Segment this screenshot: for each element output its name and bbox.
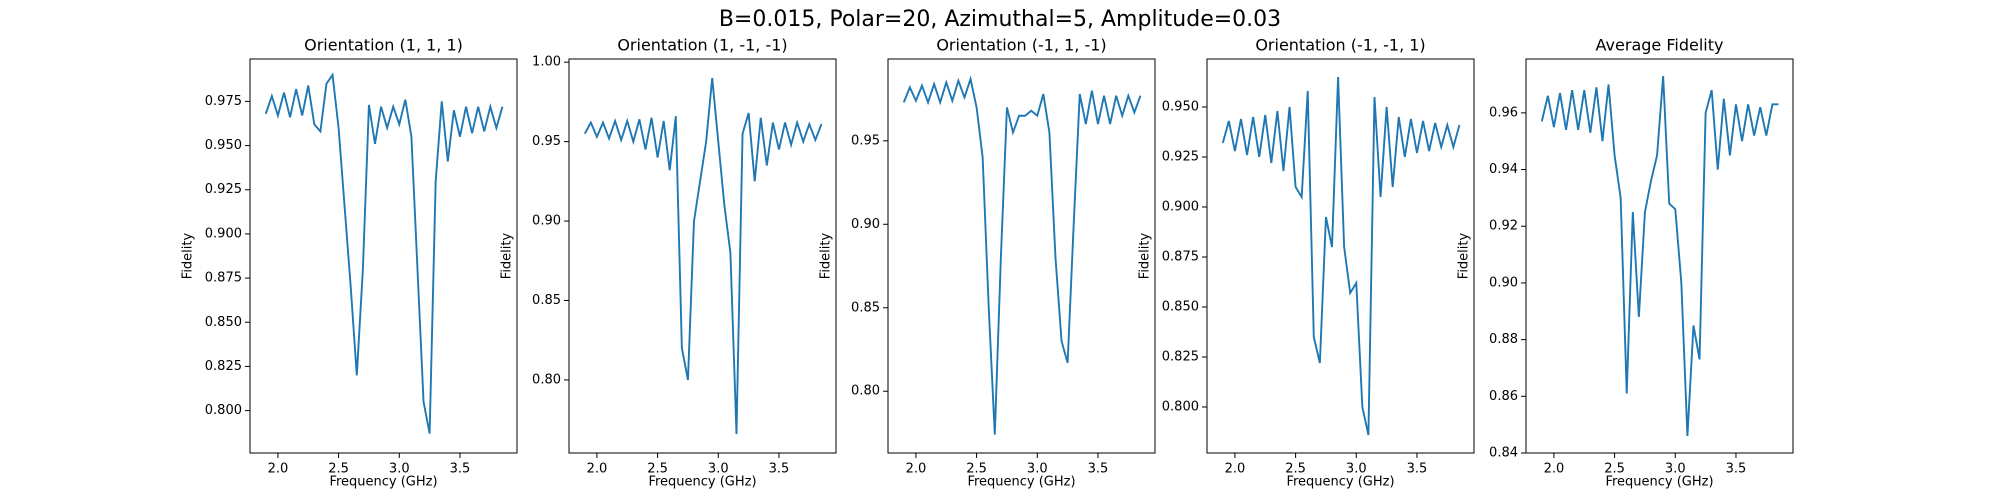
y-tick-label: 0.800 — [1162, 400, 1199, 415]
y-tick-label: 0.88 — [1489, 332, 1518, 347]
subplot-title: Orientation (1, 1, 1) — [304, 36, 463, 55]
line — [1221, 76, 1461, 436]
y-tick-label: 0.85 — [532, 293, 561, 308]
y-axis-label: Fidelity — [500, 232, 515, 279]
line — [583, 77, 823, 434]
y-tick-label: 0.85 — [851, 300, 880, 315]
y-tick-label: 0.900 — [205, 226, 242, 241]
y-tick-label: 0.94 — [1489, 162, 1518, 177]
x-tick-label: 3.0 — [389, 462, 410, 477]
x-tick-label: 2.5 — [1604, 462, 1625, 477]
y-tick-label: 0.875 — [1162, 250, 1199, 265]
x-tick-label: 3.5 — [1407, 462, 1428, 477]
x-tick-label: 3.5 — [450, 462, 471, 477]
y-tick-label: 0.825 — [1162, 350, 1199, 365]
x-tick-label: 3.5 — [1726, 462, 1747, 477]
suptitle: B=0.015, Polar=20, Azimuthal=5, Amplitud… — [719, 7, 1281, 32]
y-axis-label: Fidelity — [1138, 232, 1153, 279]
x-tick-label: 2.5 — [328, 462, 349, 477]
x-tick-label: 2.0 — [906, 462, 927, 477]
y-tick-label: 0.80 — [851, 384, 880, 399]
y-tick-label: 0.95 — [851, 133, 880, 148]
y-tick-label: 0.850 — [205, 315, 242, 330]
subplot-title: Orientation (1, -1, -1) — [617, 36, 787, 55]
y-tick-label: 0.925 — [1162, 150, 1199, 165]
x-axis-label: Frequency (GHz) — [1605, 475, 1713, 490]
line — [264, 72, 504, 434]
y-tick-label: 0.95 — [532, 134, 561, 149]
y-tick-label: 0.850 — [1162, 300, 1199, 315]
y-tick-label: 0.90 — [532, 214, 561, 229]
subplot-title: Average Fidelity — [1596, 36, 1724, 55]
y-tick-label: 0.92 — [1489, 219, 1518, 234]
subplot-title: Orientation (-1, -1, 1) — [1255, 36, 1425, 55]
x-axis-label: Frequency (GHz) — [967, 475, 1075, 490]
line — [1540, 75, 1779, 437]
x-axis-label: Frequency (GHz) — [329, 475, 437, 490]
y-tick-label: 0.90 — [851, 217, 880, 232]
y-tick-label: 0.80 — [532, 372, 561, 387]
x-tick-label: 2.0 — [1544, 462, 1565, 477]
axes-frame — [1525, 58, 1794, 454]
x-tick-label: 3.0 — [1665, 462, 1686, 477]
y-tick-label: 1.00 — [532, 55, 561, 70]
y-axis-label: Fidelity — [181, 232, 196, 279]
axes-frame — [887, 58, 1156, 454]
x-tick-label: 3.5 — [769, 462, 790, 477]
y-tick-label: 0.900 — [1162, 200, 1199, 215]
y-tick-label: 0.86 — [1489, 389, 1518, 404]
y-tick-label: 0.925 — [205, 182, 242, 197]
y-tick-label: 0.800 — [205, 403, 242, 418]
x-tick-label: 2.0 — [268, 462, 289, 477]
y-tick-label: 0.90 — [1489, 275, 1518, 290]
x-tick-label: 2.5 — [966, 462, 987, 477]
axes-frame — [1206, 58, 1475, 454]
x-tick-label: 2.0 — [1225, 462, 1246, 477]
axes-frame — [249, 58, 518, 454]
y-tick-label: 0.875 — [205, 271, 242, 286]
y-tick-label: 0.975 — [205, 94, 242, 109]
axes-frame — [568, 58, 837, 454]
line — [902, 75, 1142, 435]
y-tick-label: 0.950 — [1162, 100, 1199, 115]
x-tick-label: 3.5 — [1088, 462, 1109, 477]
x-axis-label: Frequency (GHz) — [1286, 475, 1394, 490]
x-axis-label: Frequency (GHz) — [648, 475, 756, 490]
x-tick-label: 3.0 — [1346, 462, 1367, 477]
y-tick-label: 0.950 — [205, 138, 242, 153]
subplot-title: Orientation (-1, 1, -1) — [936, 36, 1106, 55]
y-tick-label: 0.96 — [1489, 105, 1518, 120]
y-tick-label: 0.84 — [1489, 446, 1518, 461]
y-axis-label: Fidelity — [819, 232, 834, 279]
y-axis-label: Fidelity — [1457, 232, 1472, 279]
x-tick-label: 3.0 — [1027, 462, 1048, 477]
x-tick-label: 2.5 — [1285, 462, 1306, 477]
x-tick-label: 2.0 — [587, 462, 608, 477]
x-tick-label: 3.0 — [708, 462, 729, 477]
y-tick-label: 0.825 — [205, 359, 242, 374]
x-tick-label: 2.5 — [647, 462, 668, 477]
